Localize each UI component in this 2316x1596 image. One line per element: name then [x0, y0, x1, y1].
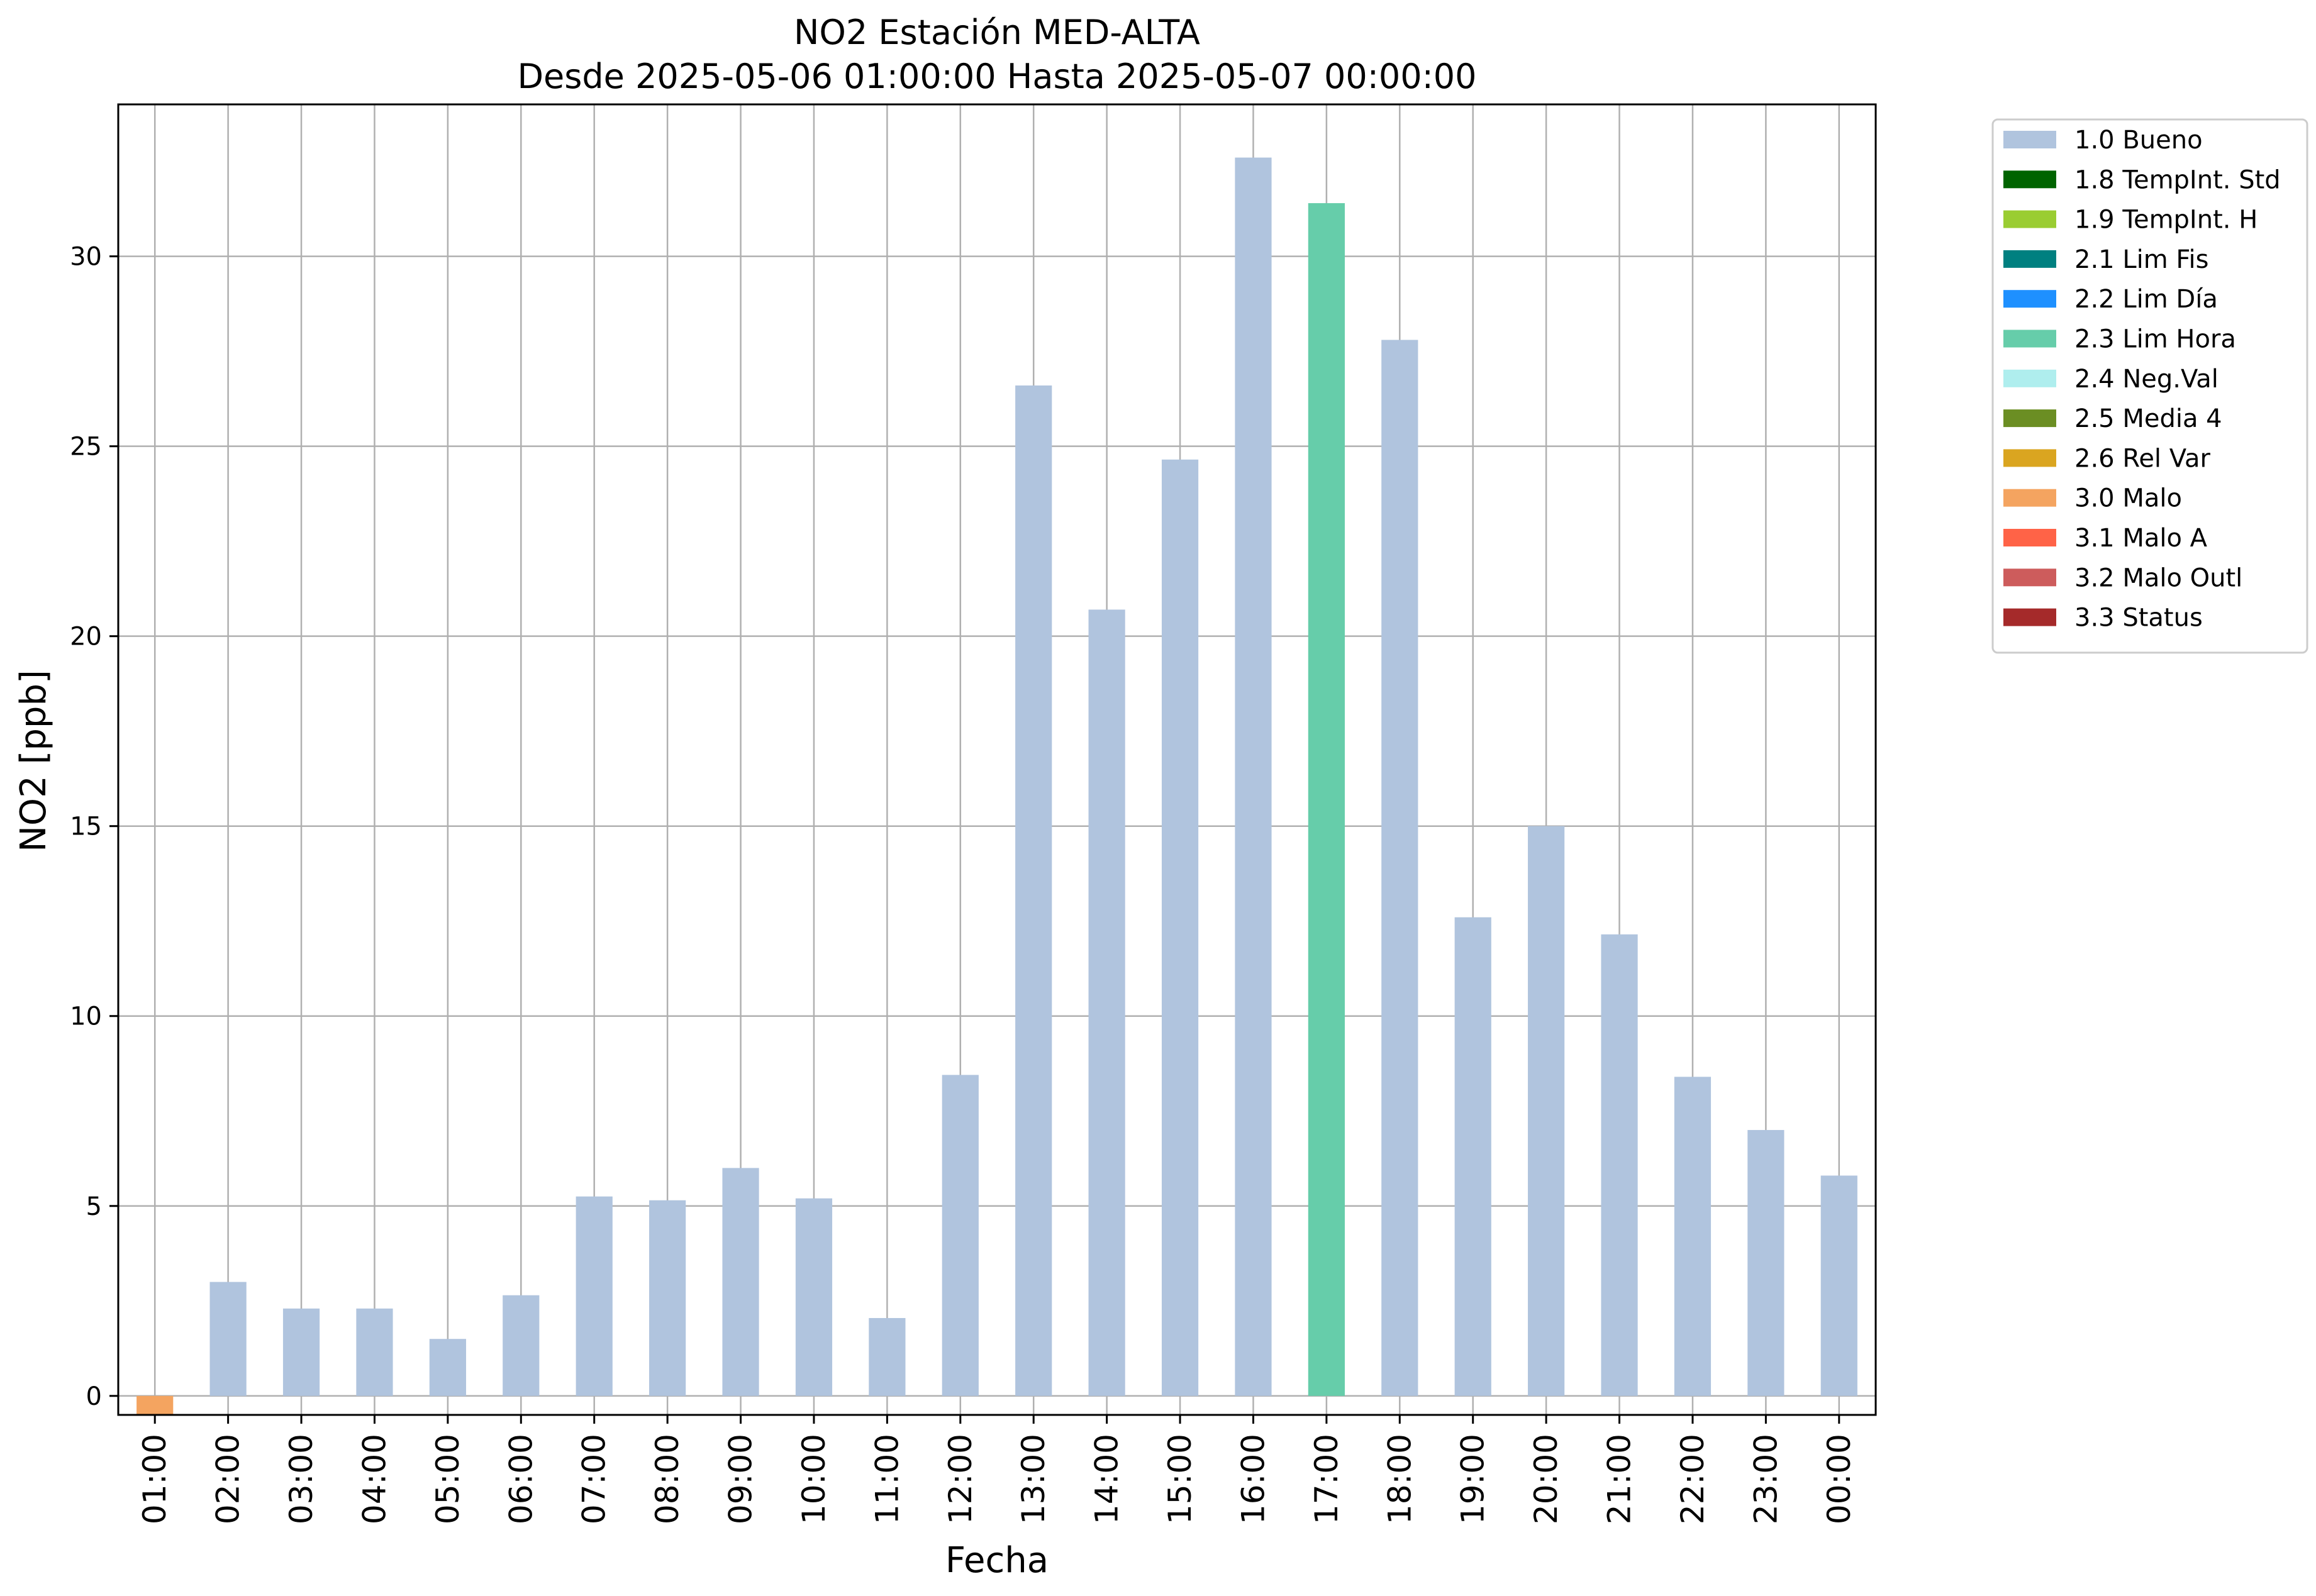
- x-tick-label: 08:00: [649, 1434, 686, 1524]
- y-tick-label: 10: [70, 1002, 102, 1031]
- x-tick-label: 16:00: [1235, 1434, 1271, 1524]
- bars: [136, 157, 1857, 1415]
- bar: [356, 1308, 393, 1396]
- legend-label: 1.0 Bueno: [2074, 126, 2203, 155]
- legend-swatch: [2003, 290, 2056, 308]
- y-tick-label: 0: [86, 1382, 102, 1411]
- chart-subtitle: Desde 2025-05-06 01:00:00 Hasta 2025-05-…: [517, 57, 1476, 96]
- bar: [722, 1168, 759, 1396]
- legend-swatch: [2003, 568, 2056, 587]
- x-tick-label: 03:00: [283, 1434, 320, 1524]
- bar: [1528, 826, 1565, 1396]
- bar: [282, 1308, 320, 1396]
- bar: [649, 1200, 686, 1396]
- plot-frame: [117, 103, 1877, 1416]
- legend-label: 3.0 Malo: [2074, 484, 2182, 513]
- bar: [136, 1395, 174, 1415]
- legend-swatch: [2003, 369, 2056, 387]
- bar: [1235, 157, 1272, 1396]
- legend-label: 1.8 TempInt. Std: [2074, 165, 2281, 194]
- bar: [1601, 934, 1638, 1396]
- legend-swatch: [2003, 529, 2056, 546]
- x-tick-label: 21:00: [1601, 1434, 1638, 1524]
- legend-swatch: [2003, 131, 2056, 148]
- x-tick-label: 00:00: [1821, 1434, 1857, 1524]
- y-tick-label: 30: [70, 243, 102, 272]
- bar: [576, 1196, 613, 1396]
- x-tick-label: 23:00: [1747, 1434, 1784, 1524]
- legend-label: 3.2 Malo Outl: [2074, 563, 2242, 592]
- legend: 1.0 Bueno 1.8 TempInt. Std 1.9 TempInt. H 2…: [1991, 118, 2308, 654]
- x-tick-label: 12:00: [942, 1434, 979, 1524]
- bar: [1820, 1175, 1857, 1396]
- bar: [1454, 917, 1491, 1396]
- legend-label: 2.2 Lim Día: [2074, 285, 2218, 314]
- x-tick-label: 04:00: [356, 1434, 392, 1524]
- legend-swatch: [2003, 449, 2056, 467]
- y-tick-label: 5: [86, 1192, 102, 1221]
- bar: [209, 1282, 247, 1396]
- x-tick-label: 17:00: [1308, 1434, 1345, 1524]
- legend-swatch: [2003, 170, 2056, 189]
- x-tick-label: 20:00: [1528, 1434, 1564, 1524]
- legend-swatch: [2003, 250, 2056, 268]
- bar: [1674, 1077, 1712, 1396]
- x-tick-label: 10:00: [796, 1434, 832, 1524]
- legend-label: 2.6 Rel Var: [2074, 444, 2211, 473]
- legend-swatch: [2003, 330, 2056, 348]
- legend-label: 3.3 Status: [2074, 604, 2203, 633]
- bar: [503, 1295, 540, 1396]
- legend-swatch: [2003, 489, 2056, 507]
- legend-swatch: [2003, 409, 2056, 428]
- legend-label: 2.4 Neg.Val: [2074, 365, 2219, 394]
- bar: [1088, 609, 1125, 1396]
- x-tick-label: 01:00: [136, 1434, 173, 1524]
- x-tick-label: 13:00: [1015, 1434, 1052, 1524]
- bar: [1747, 1129, 1784, 1396]
- x-tick-label: 22:00: [1674, 1434, 1711, 1524]
- x-tick-label: 11:00: [869, 1434, 905, 1524]
- y-tick-label: 20: [70, 623, 102, 651]
- x-tick-label: 18:00: [1381, 1434, 1418, 1524]
- legend-label: 2.3 Lim Hora: [2074, 325, 2236, 354]
- bar: [429, 1339, 466, 1396]
- x-tick-label: 05:00: [430, 1434, 466, 1524]
- bar: [795, 1198, 833, 1396]
- bar: [1308, 203, 1345, 1396]
- x-tick-label: 02:00: [210, 1434, 247, 1524]
- axes: 0 5 10 15 20 25 30 01:00 02:00 03:00 04:00 05:00 06:…: [70, 103, 1877, 1524]
- bar: [1161, 459, 1199, 1396]
- y-axis-label: NO2 [ppb]: [13, 670, 54, 852]
- y-tick-label: 25: [70, 433, 102, 462]
- bar: [942, 1075, 979, 1396]
- legend-label: 3.1 Malo A: [2074, 524, 2208, 553]
- x-tick-label: 15:00: [1162, 1434, 1198, 1524]
- bar: [1381, 340, 1418, 1396]
- legend-label: 2.1 Lim Fis: [2074, 245, 2208, 274]
- x-axis-label: Fecha: [945, 1540, 1049, 1581]
- x-tick-label: 19:00: [1455, 1434, 1491, 1524]
- legend-swatch: [2003, 210, 2056, 228]
- legend-label: 1.9 TempInt. H: [2074, 206, 2258, 235]
- x-tick-label: 06:00: [503, 1434, 539, 1524]
- chart-title: NO2 Estación MED-ALTA: [794, 13, 1200, 52]
- legend-swatch: [2003, 608, 2056, 626]
- legend-label: 2.5 Media 4: [2074, 404, 2222, 433]
- x-tick-label: 07:00: [576, 1434, 613, 1524]
- bar: [1015, 385, 1052, 1396]
- legend-box: [1991, 118, 2308, 654]
- bar: [869, 1317, 906, 1396]
- x-tick-label: 09:00: [723, 1434, 759, 1524]
- y-tick-label: 15: [70, 812, 102, 841]
- x-tick-label: 14:00: [1089, 1434, 1125, 1524]
